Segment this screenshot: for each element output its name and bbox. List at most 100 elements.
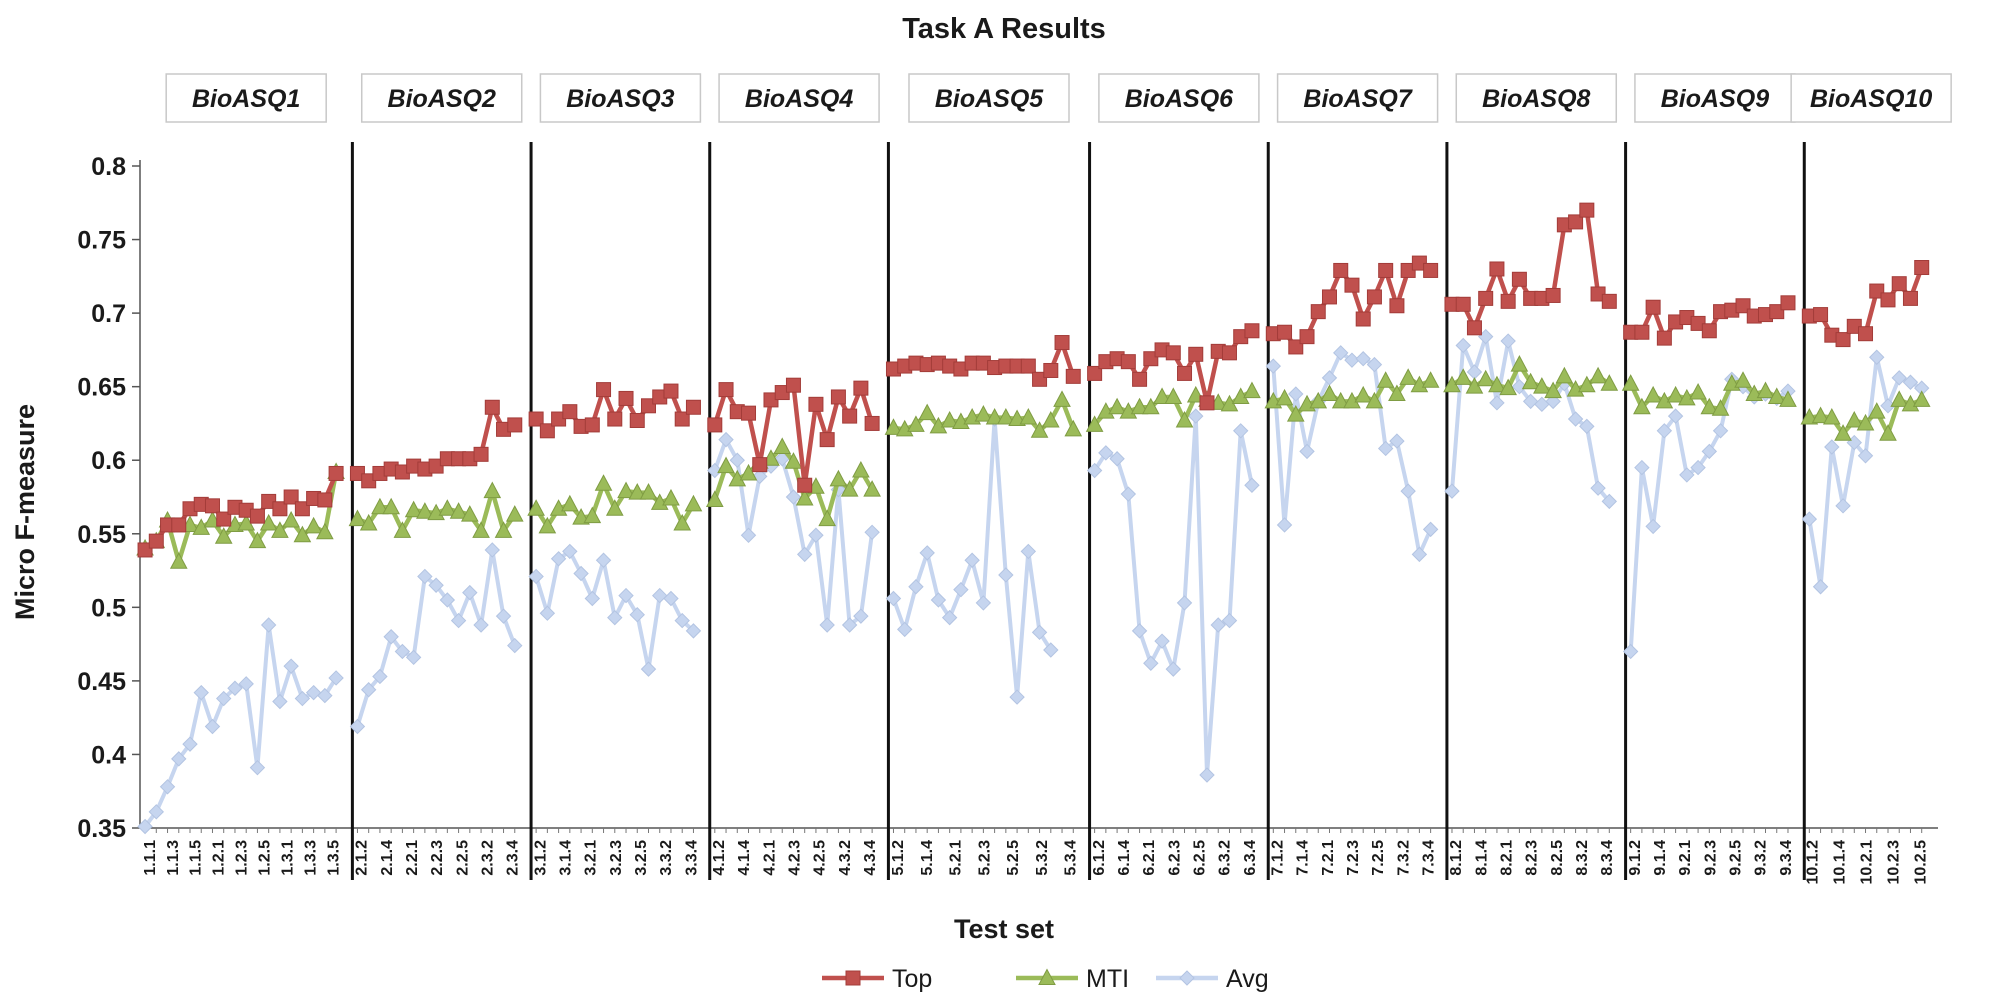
- data-point-avg: [283, 658, 299, 674]
- legend-label-top: Top: [892, 965, 932, 993]
- data-point-top: [1355, 311, 1371, 327]
- data-point-avg: [819, 617, 835, 633]
- data-point-top: [718, 382, 734, 398]
- data-point-avg: [383, 629, 399, 645]
- x-tick-label: 10.2.3: [1886, 840, 1903, 885]
- data-point-mti: [1589, 366, 1607, 384]
- data-point-avg: [1321, 370, 1338, 386]
- group-label-box: [539, 73, 702, 123]
- data-point-mti: [1544, 381, 1562, 399]
- group-label: BioASQ1: [192, 85, 300, 113]
- data-point-avg: [473, 617, 489, 633]
- data-point-top: [1310, 304, 1326, 320]
- x-tick-label: 4.2.1: [761, 840, 778, 876]
- data-point-top: [1769, 304, 1785, 320]
- data-point-mti: [884, 418, 903, 435]
- data-point-mti: [359, 513, 378, 531]
- group-label-box: [908, 73, 1070, 123]
- data-point-top: [1545, 287, 1561, 303]
- series-line-avg: [1807, 355, 1923, 589]
- group-label: BioASQ6: [1125, 85, 1234, 113]
- data-point-top: [1601, 293, 1617, 309]
- data-point-avg: [729, 452, 745, 468]
- series-line-avg: [1628, 377, 1790, 652]
- data-point-mti: [1019, 407, 1038, 425]
- data-point-top: [137, 542, 153, 558]
- x-tick-label: 3.2.1: [583, 840, 600, 876]
- data-point-mti: [605, 499, 624, 516]
- data-point-avg: [841, 617, 858, 633]
- data-point-top: [1568, 214, 1584, 230]
- x-tick-label: 6.2.1: [1141, 840, 1158, 876]
- data-point-avg: [930, 592, 947, 608]
- data-point-mti: [1767, 387, 1786, 404]
- data-point-avg: [1869, 349, 1885, 365]
- data-point-mti: [1834, 424, 1852, 441]
- data-point-top: [1500, 293, 1516, 309]
- data-point-avg: [1679, 467, 1695, 483]
- data-point-mti: [1275, 388, 1294, 406]
- data-point-top: [171, 517, 187, 533]
- series-line-avg: [143, 623, 338, 828]
- data-point-avg: [1534, 396, 1550, 413]
- data-point-mti: [472, 521, 490, 538]
- data-point-top: [1423, 262, 1439, 278]
- x-tick-label: 7.2.3: [1345, 840, 1362, 876]
- data-point-mti: [1756, 381, 1775, 399]
- data-point-avg: [1165, 661, 1181, 677]
- data-point-mti: [650, 493, 669, 510]
- data-point-top: [1244, 323, 1260, 339]
- data-point-avg: [573, 565, 589, 582]
- x-tick-label: 8.2.3: [1524, 840, 1541, 876]
- data-point-top: [707, 417, 723, 433]
- data-point-mti: [1119, 402, 1138, 419]
- data-point-top: [1221, 345, 1237, 361]
- data-point-mti: [393, 521, 412, 538]
- data-point-avg: [1622, 643, 1639, 660]
- data-point-avg: [1701, 443, 1718, 460]
- data-point-avg: [1511, 378, 1528, 395]
- data-point-mti: [1867, 402, 1886, 419]
- data-point-avg: [439, 592, 456, 608]
- x-tick-label: 6.2.3: [1166, 840, 1183, 876]
- data-point-avg: [1712, 423, 1729, 439]
- data-point-avg: [618, 587, 634, 604]
- data-point-avg: [1333, 345, 1349, 361]
- data-point-top: [1869, 283, 1885, 299]
- data-point-top: [1132, 371, 1148, 387]
- data-point-avg: [495, 608, 512, 624]
- data-point-top: [1321, 289, 1337, 305]
- data-point-avg: [1355, 351, 1371, 367]
- data-point-avg: [953, 581, 969, 598]
- data-point-top: [741, 405, 757, 421]
- data-point-mti: [1779, 390, 1797, 407]
- data-point-mti: [1141, 397, 1160, 415]
- data-point-mti: [293, 525, 312, 543]
- x-tick-label: 9.2.5: [1728, 840, 1745, 876]
- data-point-mti: [974, 405, 993, 422]
- x-tick-label: 1.1.1: [142, 840, 159, 876]
- data-point-mti: [1499, 378, 1517, 396]
- legend-label-mti: MTI: [1086, 965, 1129, 993]
- x-tick-label: 7.2.5: [1370, 840, 1387, 876]
- data-point-top: [584, 417, 600, 433]
- x-tick-label: 6.3.4: [1242, 840, 1259, 876]
- data-point-top: [1344, 277, 1360, 293]
- data-point-avg: [908, 579, 924, 595]
- data-point-mti: [895, 419, 914, 437]
- x-tick-label: 4.2.3: [787, 840, 804, 876]
- data-point-avg: [1009, 689, 1025, 705]
- data-point-avg: [238, 676, 254, 692]
- x-tick-label: 7.1.2: [1269, 840, 1286, 876]
- x-axis-title: Test set: [954, 914, 1054, 944]
- data-point-mti: [538, 516, 557, 534]
- data-point-mti: [427, 503, 445, 521]
- data-point-mti: [1566, 380, 1585, 397]
- data-point-mti: [1399, 368, 1417, 385]
- data-point-mti: [1633, 397, 1651, 415]
- data-point-mti: [1822, 407, 1841, 425]
- data-point-top: [484, 399, 500, 415]
- data-point-mti: [527, 499, 545, 516]
- data-point-mti: [505, 505, 524, 522]
- x-tick-label: 6.1.2: [1091, 840, 1108, 876]
